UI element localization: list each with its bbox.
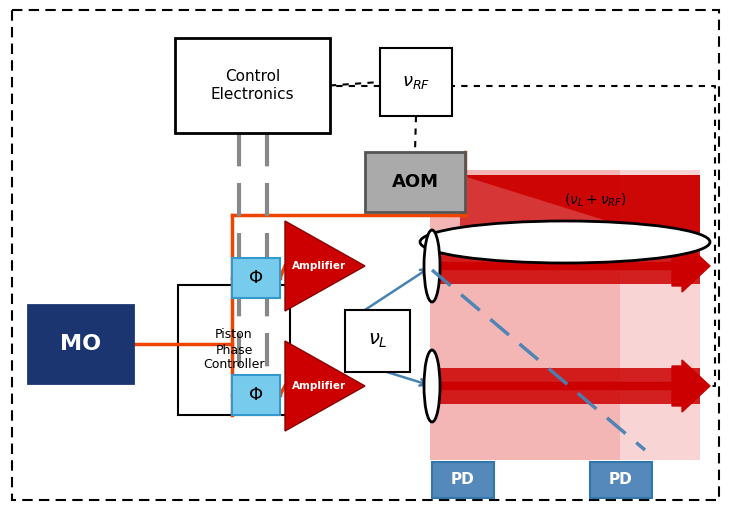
Text: Control
Electronics: Control Electronics <box>211 69 295 102</box>
Text: Amplifier: Amplifier <box>292 381 346 391</box>
FancyBboxPatch shape <box>590 462 652 498</box>
Polygon shape <box>460 175 700 250</box>
FancyBboxPatch shape <box>232 375 280 415</box>
FancyBboxPatch shape <box>232 258 280 298</box>
Text: $(\nu_L + \nu_{RF})$: $(\nu_L + \nu_{RF})$ <box>564 191 626 209</box>
FancyBboxPatch shape <box>432 462 494 498</box>
FancyArrow shape <box>672 360 710 412</box>
Text: Amplifier: Amplifier <box>292 261 346 271</box>
Polygon shape <box>460 175 700 250</box>
Polygon shape <box>285 221 365 311</box>
Text: Piston
Phase
Controller: Piston Phase Controller <box>203 329 265 372</box>
FancyBboxPatch shape <box>178 285 290 415</box>
Text: $\nu_L$: $\nu_L$ <box>368 331 387 351</box>
Text: AOM: AOM <box>392 173 439 191</box>
Text: Φ: Φ <box>249 386 263 404</box>
Text: PD: PD <box>609 473 633 487</box>
Ellipse shape <box>424 350 440 422</box>
FancyBboxPatch shape <box>28 305 133 383</box>
Text: $\nu_{RF}$: $\nu_{RF}$ <box>402 73 430 91</box>
Polygon shape <box>430 248 700 284</box>
Text: MO: MO <box>60 334 101 354</box>
Text: PD: PD <box>451 473 475 487</box>
Polygon shape <box>430 368 700 404</box>
FancyBboxPatch shape <box>365 152 465 212</box>
FancyBboxPatch shape <box>175 38 330 133</box>
Polygon shape <box>285 341 365 431</box>
Ellipse shape <box>420 221 710 263</box>
Polygon shape <box>430 170 620 460</box>
Text: Φ: Φ <box>249 269 263 287</box>
FancyBboxPatch shape <box>380 48 452 116</box>
Polygon shape <box>430 170 700 460</box>
Ellipse shape <box>424 230 440 302</box>
FancyBboxPatch shape <box>345 310 410 372</box>
FancyArrow shape <box>672 240 710 292</box>
